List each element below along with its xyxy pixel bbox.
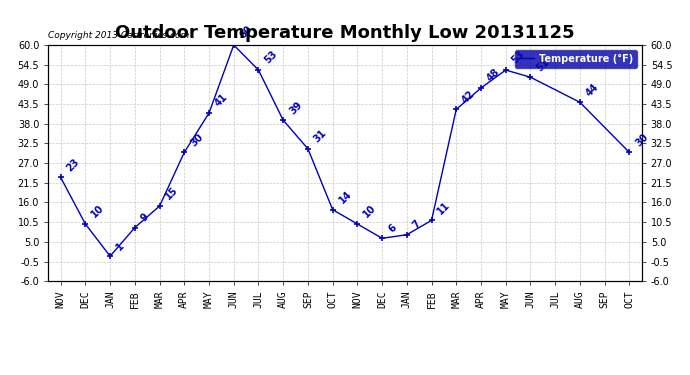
Text: 15: 15 [164, 185, 180, 202]
Text: 39: 39 [287, 99, 304, 116]
Text: 53: 53 [263, 49, 279, 66]
Text: 30: 30 [633, 132, 650, 148]
Text: 10: 10 [90, 203, 106, 220]
Text: 60: 60 [238, 24, 255, 41]
Legend: Temperature (°F): Temperature (°F) [515, 50, 637, 68]
Text: 7: 7 [411, 219, 423, 231]
Title: Outdoor Temperature Monthly Low 20131125: Outdoor Temperature Monthly Low 20131125 [115, 24, 575, 42]
Text: 11: 11 [435, 200, 453, 216]
Text: 30: 30 [188, 132, 205, 148]
Text: Copyright 2013 Cartronics.com: Copyright 2013 Cartronics.com [48, 31, 190, 40]
Text: 9: 9 [139, 211, 151, 223]
Text: 51: 51 [535, 56, 551, 73]
Text: 10: 10 [362, 203, 378, 220]
Text: 31: 31 [312, 128, 328, 145]
Text: 23: 23 [65, 157, 81, 173]
Text: 14: 14 [337, 189, 353, 206]
Text: 48: 48 [485, 67, 502, 84]
Text: 41: 41 [213, 92, 230, 109]
Text: 1: 1 [115, 240, 126, 252]
Text: 42: 42 [460, 88, 477, 105]
Text: 44: 44 [584, 81, 601, 98]
Text: 53: 53 [510, 49, 526, 66]
Text: 6: 6 [386, 222, 398, 234]
